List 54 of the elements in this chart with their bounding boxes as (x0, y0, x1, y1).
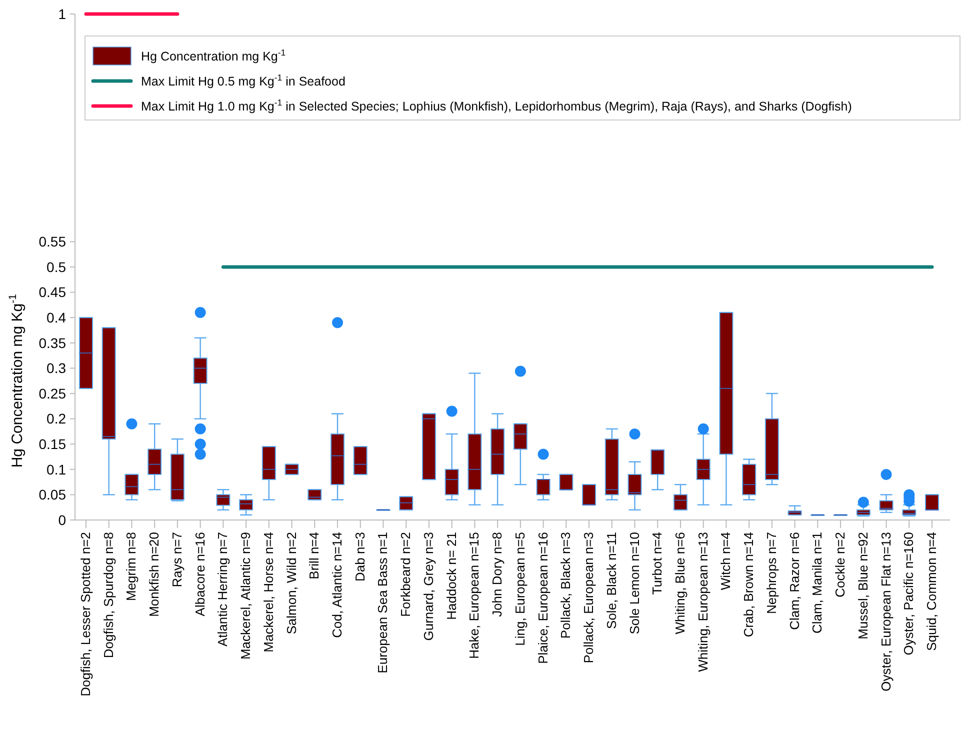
x-tick-label: Megrim n=8 (124, 532, 139, 601)
y-tick-label: 0.3 (46, 360, 66, 376)
y-tick-label: 0.4 (46, 310, 66, 326)
y-tick-label: 0 (58, 512, 66, 528)
y-tick-label: 0.55 (38, 234, 66, 250)
x-tick-label: Crab, Brown n=14 (741, 532, 756, 638)
y-tick-label: 0.45 (38, 284, 66, 300)
x-tick-label: Albacore n=16 (192, 532, 208, 616)
x-tick-label: Turbot n=4 (650, 532, 665, 595)
x-tick-label: Sole Lemon n=10 (626, 532, 642, 634)
x-tick-label: Forkbeard n=2 (398, 532, 414, 617)
x-tick-label: Witch n=4 (718, 532, 734, 590)
x-tick-label: Whiting, European n=13 (695, 532, 710, 672)
x-tick-label: Dogfish, Lesser Spotted n=2 (78, 532, 93, 696)
x-tick-label: John Dory n=8 (490, 532, 505, 617)
x-tick-label: Oyster, Pacific n=160 (901, 532, 916, 656)
x-tick-label: Pollack, European n=3 (581, 532, 596, 664)
x-tick-label: Salmon, Wild n=2 (284, 532, 299, 634)
x-tick-label: Squid, Common n=4 (924, 532, 939, 651)
y-tick-label: 0.15 (38, 436, 66, 452)
x-tick-label: Nephrops n=7 (764, 532, 779, 614)
x-tick-label: Whiting, Blue n=6 (672, 532, 688, 634)
x-tick-label: Plaice, European n=16 (535, 532, 550, 664)
y-tick-label: 0.1 (46, 461, 66, 478)
y-tick-label: 0.05 (38, 486, 66, 503)
y-tick-label: 0.2 (46, 410, 66, 427)
x-tick-label: Mackerel, Atlantic n=9 (238, 532, 254, 660)
x-tick-label: Mussel, Blue n=92 (855, 532, 870, 640)
y-tick-label: 1 (58, 6, 66, 22)
x-tick-label: Dab n=3 (352, 532, 368, 582)
x-tick-label: Monkfish n=20 (146, 532, 162, 617)
legend-label: Hg Concentration mg Kg$^{-1}$ (141, 47, 286, 64)
x-tick-label: Cod, Atlantic n=14 (330, 532, 345, 638)
x-tick-label: European Sea Bass n=1 (375, 532, 390, 674)
x-tick-label: Sole, Black n=11 (604, 532, 619, 629)
x-tick-label: Mackerel, Horse n=4 (260, 532, 276, 652)
y-tick-label: 0.35 (38, 334, 66, 351)
x-tick-label: Hake, European n=15 (466, 532, 482, 659)
y-tick-label: 0.25 (38, 385, 66, 402)
x-tick-label: Clam, Razor n=6 (786, 532, 802, 630)
x-tick-label: Ling, European n=5 (512, 532, 528, 646)
x-tick-label: Clam, Manila n=1 (810, 532, 825, 634)
x-tick-label: Brill n=4 (306, 532, 322, 580)
x-tick-label: Gurnard, Grey n=3 (420, 532, 436, 641)
x-tick-label: Oyster, European Flat n=13 (878, 532, 894, 692)
x-tick-label: Haddock n= 21 (444, 532, 459, 620)
x-tick-label: Pollack, Black n=3 (558, 532, 574, 639)
y-tick-label: 0.5 (46, 258, 66, 275)
legend-label: Max Limit Hg 0.5 mg Kg$^{-1}$ in Seafood (141, 72, 346, 88)
x-tick-label: Rays n=7 (169, 532, 184, 588)
x-tick-label: Cockle n=2 (832, 532, 848, 598)
legend-label: Max Limit Hg 1.0 mg Kg$^{-1}$ in Selected Species; Lophius (Monkfish), Lepidorhombus (Megrim), Raja (Rays), and Sharks (Dogfish) (141, 97, 852, 114)
x-tick-label: Dogfish, Spurdog n=8 (100, 532, 116, 658)
x-tick-label: Atlantic Herring n=7 (215, 532, 230, 647)
